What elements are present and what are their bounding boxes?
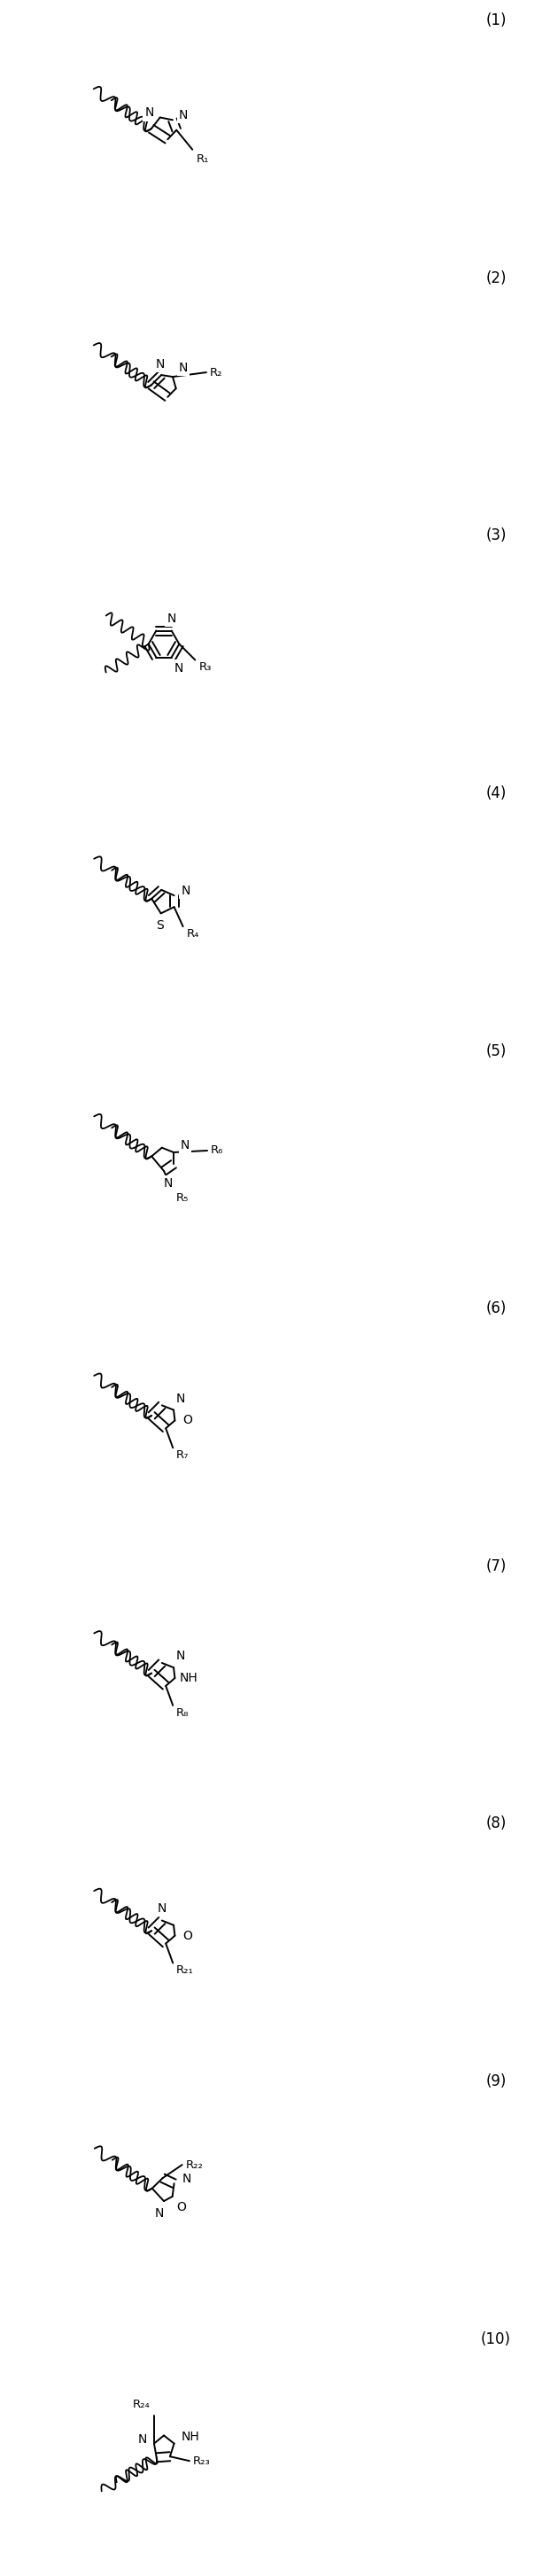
Text: (8): (8) [486, 1816, 507, 1832]
Text: R₂₁: R₂₁ [177, 1965, 194, 1976]
Text: N: N [155, 2208, 164, 2221]
Text: N: N [138, 2432, 147, 2445]
Text: (6): (6) [486, 1301, 507, 1316]
Text: R₄: R₄ [186, 927, 199, 940]
Text: N: N [179, 361, 188, 374]
Text: S: S [156, 920, 164, 933]
Text: N: N [181, 884, 190, 896]
Text: N: N [182, 2172, 191, 2184]
Text: (9): (9) [486, 2074, 507, 2089]
Text: R₁: R₁ [196, 152, 208, 165]
Text: (1): (1) [486, 13, 507, 28]
Text: R₅: R₅ [176, 1193, 189, 1203]
Text: (5): (5) [486, 1043, 507, 1059]
Text: R₂: R₂ [210, 366, 223, 379]
Text: (10): (10) [481, 2331, 511, 2347]
Text: N: N [145, 106, 154, 118]
Text: N: N [179, 108, 188, 121]
Text: N: N [176, 1391, 185, 1404]
Text: O: O [183, 1414, 192, 1427]
Text: O: O [183, 1929, 192, 1942]
Text: O: O [177, 2200, 186, 2213]
Text: N: N [164, 1177, 173, 1190]
Text: (4): (4) [486, 786, 507, 801]
Text: (7): (7) [486, 1558, 507, 1574]
Text: NH: NH [180, 1672, 198, 1685]
Text: R₂₄: R₂₄ [133, 2398, 151, 2409]
Text: N: N [180, 1139, 190, 1151]
Text: R₆: R₆ [211, 1144, 223, 1157]
Text: R₈: R₈ [177, 1708, 189, 1718]
Text: N: N [156, 358, 165, 371]
Text: R₂₂: R₂₂ [186, 2159, 204, 2172]
Text: R₇: R₇ [177, 1450, 189, 1461]
Text: R₃: R₃ [199, 662, 211, 672]
Text: N: N [157, 1901, 167, 1914]
Text: R₂₃: R₂₃ [193, 2455, 211, 2468]
Text: N: N [174, 662, 183, 675]
Text: N: N [176, 1649, 185, 1662]
Text: (3): (3) [486, 528, 507, 544]
Text: N: N [167, 613, 176, 623]
Text: NH: NH [181, 2429, 199, 2442]
Text: (2): (2) [486, 270, 507, 286]
